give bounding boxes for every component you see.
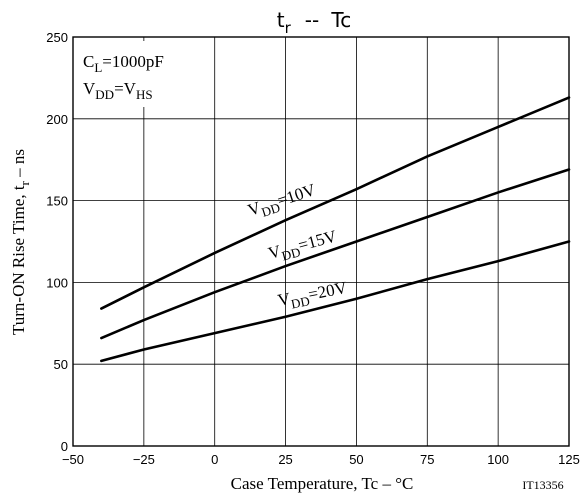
title-main: t: [277, 8, 285, 32]
title-sep: --: [305, 8, 319, 32]
series-label-vdd-20v: VDD=20V: [276, 278, 350, 314]
x-tick-label: 0: [211, 452, 218, 467]
y-axis-label-sub: r: [17, 180, 32, 185]
y-tick-label: 100: [46, 275, 68, 290]
series-line-vdd-20v: [100, 240, 571, 363]
y-tick-label: 0: [61, 439, 68, 454]
condition-cl-sub: L: [94, 60, 102, 75]
chart-title: tr -- Tc: [277, 8, 351, 37]
condition-vdd-rest: =V: [114, 79, 137, 98]
y-axis-label-main: Turn-ON Rise Time, t: [9, 185, 28, 335]
figure-id: IT13356: [522, 478, 563, 492]
grid: [73, 37, 569, 446]
y-axis-label-unit: – ns: [9, 149, 28, 181]
series-line-vdd-10v: [100, 96, 571, 310]
x-tick-label: 100: [487, 452, 509, 467]
x-tick-label: 25: [278, 452, 292, 467]
y-tick-label: 200: [46, 112, 68, 127]
x-tick-labels: −50 −25 0 25 50 75 100 125: [62, 452, 580, 467]
condition-vdd-sub2: HS: [136, 87, 153, 102]
x-tick-label: −25: [133, 452, 155, 467]
series-label-10v-rest: =10V: [275, 180, 319, 210]
condition-vdd: VDD=VHS: [83, 79, 153, 102]
title-rhs: Tc: [330, 8, 351, 32]
series-curves: [100, 96, 571, 363]
series-label-15v-sub: DD: [280, 244, 302, 263]
series-label-20v-rest: =20V: [307, 278, 349, 304]
y-tick-label: 50: [54, 357, 68, 372]
condition-vdd-main: V: [83, 79, 96, 98]
title-sub: r: [285, 19, 292, 37]
series-label-20v-sub: DD: [290, 293, 311, 311]
conditions-box: [77, 41, 206, 107]
x-axis-label: Case Temperature, Tc – °C: [231, 474, 414, 493]
condition-vdd-sub: DD: [95, 87, 114, 102]
x-tick-label: 75: [420, 452, 434, 467]
y-tick-label: 150: [46, 194, 68, 209]
series-line-vdd-15v: [100, 168, 571, 340]
condition-cl-rest: =1000pF: [102, 52, 164, 71]
series-label-15v-main: V: [266, 241, 283, 263]
series-label-vdd-10v: VDD=10V: [245, 180, 319, 224]
x-tick-label: −50: [62, 452, 84, 467]
condition-cl: CL=1000pF: [83, 52, 164, 75]
x-tick-label: 125: [558, 452, 580, 467]
x-tick-label: 50: [349, 452, 363, 467]
y-axis-label: Turn-ON Rise Time, tr – ns: [9, 149, 32, 335]
series-label-20v-main: V: [276, 289, 292, 310]
y-tick-label: 250: [46, 30, 68, 45]
condition-cl-main: C: [83, 52, 94, 71]
y-tick-labels: 0 50 100 150 200 250: [46, 30, 68, 454]
series-label-10v-sub: DD: [260, 200, 282, 220]
